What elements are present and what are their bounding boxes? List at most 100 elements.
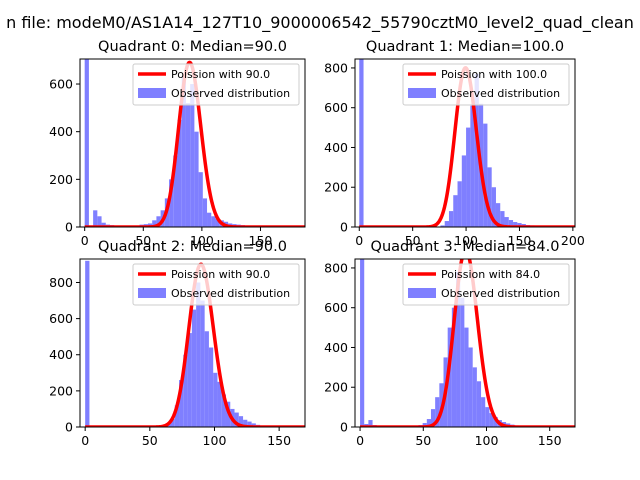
y-tick-label: 800 — [49, 275, 73, 290]
histogram-bar — [200, 300, 205, 427]
legend-box — [402, 263, 570, 306]
x-tick-label: 100 — [203, 433, 227, 448]
x-tick-label: 0 — [356, 433, 364, 448]
y-tick-label: 400 — [324, 340, 348, 355]
y-tick-label: 200 — [49, 383, 73, 398]
subplots: 0 50 100 150 0 200 400 600 Quadrant 0: Median=90… — [49, 39, 585, 448]
histogram-bar — [448, 211, 454, 227]
histogram-bar — [251, 423, 256, 427]
x-tick-label: 0 — [355, 233, 363, 248]
histogram-bar — [481, 397, 486, 427]
histogram-bar — [476, 381, 482, 427]
histogram-bar — [422, 423, 427, 427]
histogram-bar — [207, 212, 212, 227]
y-tick-label: 600 — [49, 77, 73, 92]
histogram-bar — [430, 409, 436, 427]
histogram-bar — [179, 380, 184, 427]
x-tick-label: 100 — [475, 433, 499, 448]
x-tick-label: 150 — [508, 233, 532, 248]
legend: Poission with 100.0 Observed distribution — [402, 63, 570, 106]
x-tick-label: 150 — [249, 233, 273, 248]
histogram-bar — [470, 105, 475, 227]
histogram-bar — [485, 407, 490, 427]
y-tick-label: 600 — [49, 311, 73, 326]
legend-histogram-swatch — [138, 88, 166, 98]
histogram-bar — [190, 84, 195, 227]
histogram-bar — [156, 216, 161, 227]
histogram-bar — [464, 327, 469, 427]
histogram-bar — [444, 221, 449, 227]
histogram-bar — [468, 347, 473, 427]
legend: Poission with 90.0 Observed distribution — [132, 63, 300, 106]
histogram-bar — [191, 309, 197, 427]
histogram-bar — [461, 155, 467, 227]
subplot-title: Quadrant 1: Median=100.0 — [366, 39, 564, 55]
legend-histogram-label: Observed distribution — [171, 287, 290, 300]
y-tick-label: 0 — [65, 220, 73, 235]
legend-poisson-label: Poission with 90.0 — [171, 68, 270, 81]
histogram-bar — [493, 417, 498, 427]
histogram-bar — [204, 331, 209, 427]
histogram-bar — [360, 259, 365, 427]
y-tick-label: 200 — [49, 172, 73, 187]
histogram-bar — [457, 181, 462, 227]
y-tick-label: 0 — [340, 420, 348, 435]
subplot-quadrant-2: 0 50 100 150 0 200 400 600 800 Quadrant 2: Median… — [49, 239, 306, 448]
y-tick-label: 600 — [324, 100, 348, 115]
histogram-bar — [170, 418, 175, 427]
y-tick-label: 400 — [49, 347, 73, 362]
histogram-bar — [194, 131, 199, 227]
legend-histogram-swatch — [138, 288, 166, 298]
histogram-bar — [517, 223, 522, 227]
legend-histogram-swatch — [408, 88, 436, 98]
subplot-title: Quadrant 2: Median=90.0 — [98, 239, 287, 255]
histogram-bar — [500, 211, 505, 227]
x-tick-label: 200 — [561, 233, 585, 248]
histogram-bar — [211, 216, 216, 227]
y-tick-label: 800 — [324, 260, 348, 275]
histogram-bar — [173, 155, 178, 227]
y-tick-label: 800 — [324, 60, 348, 75]
subplot-quadrant-0: 0 50 100 150 0 200 400 600 Quadrant 0: Median=90… — [49, 39, 306, 248]
histogram-bar — [495, 203, 501, 227]
histogram-bar — [368, 420, 373, 427]
y-tick-label: 400 — [49, 124, 73, 139]
legend-box — [132, 263, 300, 306]
histogram-bar — [460, 297, 465, 427]
x-tick-label: 150 — [267, 433, 291, 448]
histogram-bar — [466, 127, 471, 227]
axes-frame — [79, 258, 306, 428]
axes-frame — [354, 258, 576, 428]
y-tick-label: 0 — [340, 220, 348, 235]
legend-poisson-label: Poission with 90.0 — [171, 268, 270, 281]
legend-poisson-label: Poission with 100.0 — [441, 68, 547, 81]
histogram-bar — [152, 220, 157, 227]
x-tick-label: 50 — [405, 233, 421, 248]
legend-histogram-label: Observed distribution — [171, 87, 290, 100]
subplot-quadrant-1: 0 50 100 150 200 0 200 400 600 800 Quadrant 1: Med… — [324, 39, 585, 248]
histogram-bar — [196, 282, 201, 427]
histogram-bar — [243, 419, 248, 427]
x-tick-label: 150 — [538, 433, 562, 448]
histogram-bar — [198, 172, 203, 227]
histogram-bar — [185, 103, 191, 227]
legend: Poission with 84.0 Observed distribution — [402, 263, 570, 306]
histogram-bar — [456, 271, 461, 427]
histogram-bar — [174, 405, 180, 427]
histogram-bars — [84, 59, 279, 227]
legend-poisson-label: Poission with 84.0 — [441, 268, 540, 281]
legend-box — [402, 63, 570, 106]
x-tick-label: 0 — [81, 433, 89, 448]
axes-frame — [354, 58, 576, 228]
histogram-bar — [453, 195, 458, 227]
histogram-bar — [474, 73, 479, 227]
x-tick-label: 0 — [81, 233, 89, 248]
histogram-bar — [440, 225, 445, 227]
histogram-bar — [183, 354, 188, 427]
legend-box — [132, 63, 300, 106]
histogram-bars — [85, 260, 282, 427]
y-tick-label: 0 — [65, 420, 73, 435]
histogram-bar — [513, 222, 518, 227]
histogram-bar — [187, 333, 192, 427]
